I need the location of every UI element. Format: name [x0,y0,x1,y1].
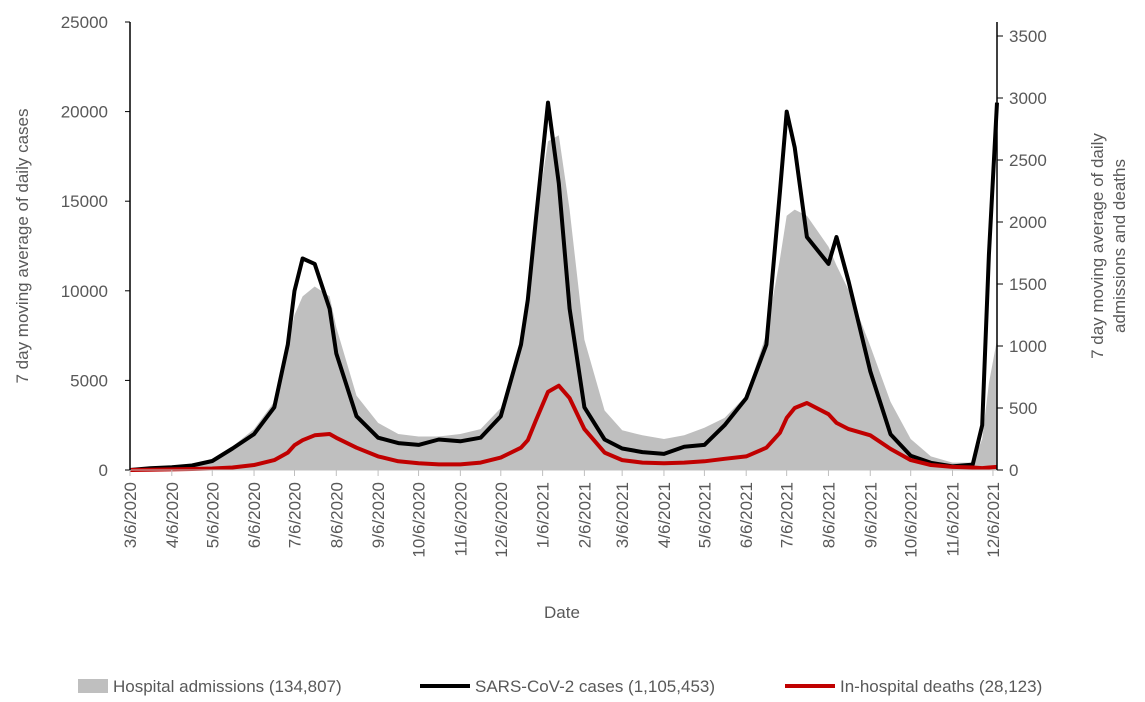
x-tick-label: 9/6/2020 [369,482,388,548]
x-tick-label: 4/6/2020 [163,482,182,548]
y-tick-label: 10000 [61,282,108,301]
y2-tick-label: 3000 [1009,89,1047,108]
y-tick-label: 0 [99,461,108,480]
y2-tick-label: 500 [1009,399,1037,418]
line [129,383,998,472]
legend-label: SARS-CoV-2 cases (1,105,453) [475,677,715,696]
y2-tick-label: 0 [1009,461,1018,480]
x-tick-label: 12/6/2021 [984,482,1003,558]
x-tick-label: 1/6/2021 [534,482,553,548]
x-tick-label: 4/6/2021 [655,482,674,548]
legend-label: In-hospital deaths (28,123) [840,677,1042,696]
x-tick-label: 5/6/2020 [203,482,222,548]
y2-tick-label: 3500 [1009,27,1047,46]
x-tick-label: 7/6/2020 [286,482,305,548]
y-axis-title: 7 day moving average of daily cases [13,109,32,384]
x-tick-label: 8/6/2020 [327,482,346,548]
y2-tick-label: 2500 [1009,151,1047,170]
x-tick-label: 6/6/2020 [245,482,264,548]
y2-tick-label: 1500 [1009,275,1047,294]
y2-tick-label: 1000 [1009,337,1047,356]
legend-swatch [78,679,108,693]
y-tick-label: 5000 [70,371,108,390]
x-tick-label: 12/6/2020 [492,482,511,558]
y2-tick-label: 2000 [1009,213,1047,232]
x-tick-label: 2/6/2021 [575,482,594,548]
line [129,100,999,472]
y-tick-label: 25000 [61,13,108,32]
x-tick-label: 3/6/2021 [613,482,632,548]
x-axis-title: Date [544,603,580,622]
x-tick-label: 10/6/2020 [410,482,429,558]
x-tick-label: 3/6/2020 [121,482,140,548]
y2-axis-title: admissions and deaths [1110,159,1129,333]
legend-label: Hospital admissions (134,807) [113,677,342,696]
x-tick-label: 11/6/2020 [451,482,470,556]
y-tick-label: 20000 [61,103,108,122]
x-tick-label: 7/6/2021 [778,482,797,548]
x-tick-label: 8/6/2021 [819,482,838,548]
x-tick-label: 10/6/2021 [902,482,921,558]
x-tick-label: 5/6/2021 [695,482,714,548]
area [130,135,997,470]
x-tick-label: 6/6/2021 [737,482,756,548]
y2-axis-title: 7 day moving average of daily [1088,133,1107,359]
x-tick-label: 9/6/2021 [861,482,880,548]
y-tick-label: 15000 [61,192,108,211]
x-tick-label: 11/6/2021 [944,482,963,556]
